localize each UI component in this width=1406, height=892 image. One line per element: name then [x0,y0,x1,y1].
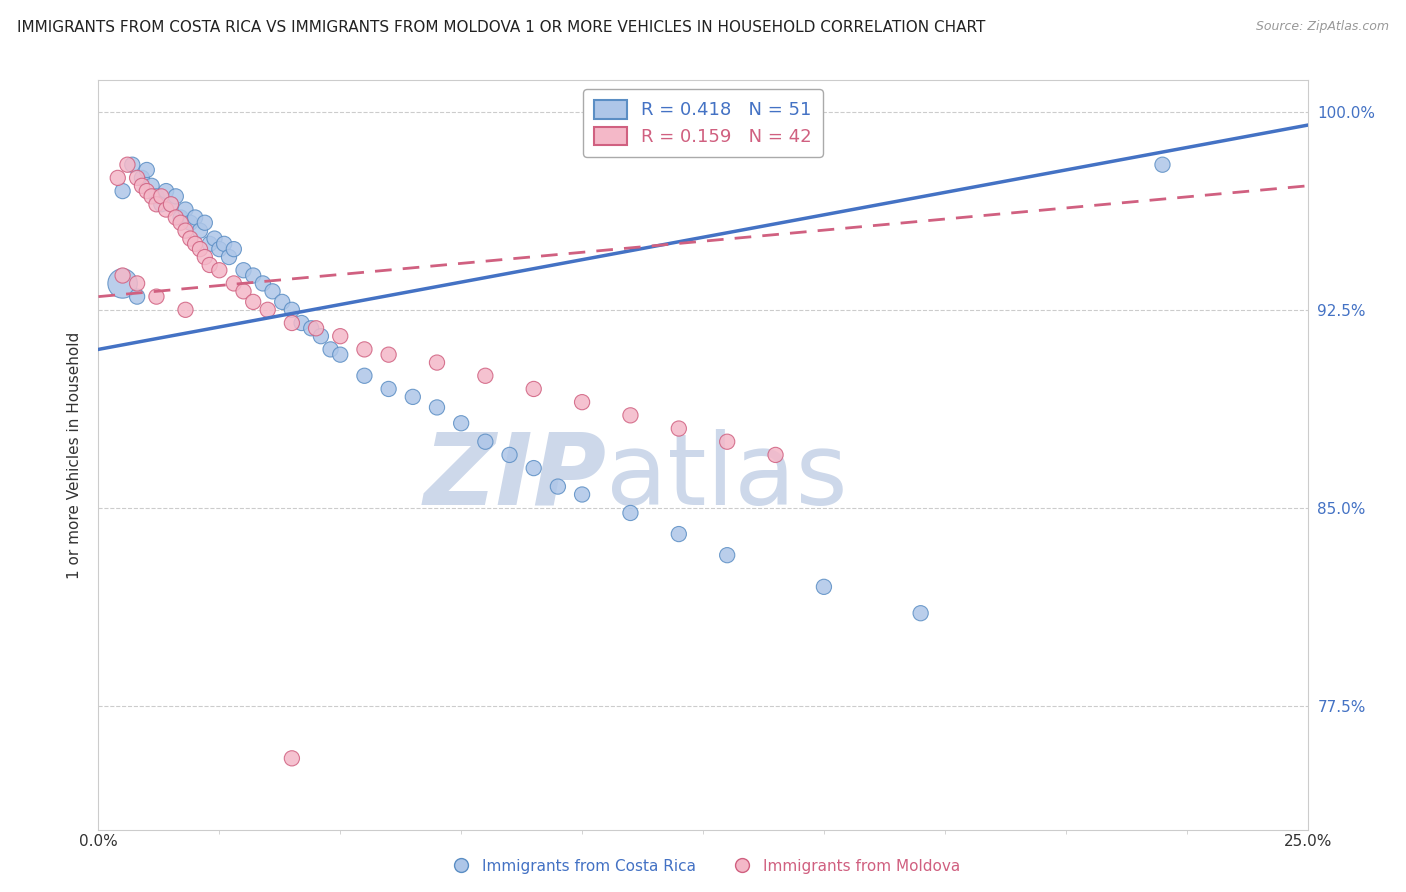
Point [184,236,207,251]
Point [910,606,932,620]
Point [160,197,183,211]
Point [165,189,187,203]
Legend: R = 0.418   N = 51, R = 0.159   N = 42: R = 0.418 N = 51, R = 0.159 N = 42 [583,89,823,157]
Point [523,461,546,475]
Point [450,417,472,431]
Point [281,751,304,765]
Point [174,202,197,217]
Point [111,268,134,283]
Point [377,348,399,362]
Point [716,434,738,449]
Point [329,348,352,362]
Point [668,527,690,541]
Point [145,189,167,203]
Text: IMMIGRANTS FROM COSTA RICA VS IMMIGRANTS FROM MOLDOVA 1 OR MORE VEHICLES IN HOUS: IMMIGRANTS FROM COSTA RICA VS IMMIGRANTS… [17,20,986,35]
Point [353,368,375,383]
Point [232,285,254,299]
Point [155,184,177,198]
Point [668,421,690,435]
Text: ZIP: ZIP [423,429,606,526]
Point [117,158,139,172]
Point [131,178,153,193]
Point [329,329,352,343]
Point [619,506,641,520]
Point [523,382,546,396]
Point [135,163,157,178]
Text: atlas: atlas [606,429,848,526]
Point [127,290,149,304]
Point [150,197,173,211]
Point [198,236,221,251]
Point [426,401,449,415]
Point [188,242,211,256]
Point [194,216,217,230]
Point [242,294,264,309]
Point [222,277,245,291]
Point [426,355,449,369]
Point [222,242,245,256]
Point [290,316,312,330]
Point [377,382,399,396]
Point [155,202,177,217]
Point [271,294,294,309]
Point [402,390,425,404]
Point [198,258,221,272]
Point [716,548,738,562]
Point [135,184,157,198]
Point [141,189,163,203]
Point [169,216,191,230]
Point [208,263,231,277]
Point [131,170,153,185]
Point [212,236,235,251]
Point [145,197,167,211]
Point [474,368,496,383]
Point [179,216,201,230]
Point [309,329,332,343]
Point [188,224,211,238]
Point [498,448,520,462]
Point [174,224,197,238]
Point [141,178,163,193]
Point [208,242,231,256]
Point [571,395,593,409]
Point [165,211,187,225]
Point [232,263,254,277]
Point [474,434,496,449]
Point [174,302,197,317]
Point [179,231,201,245]
Point [281,316,304,330]
Point [765,448,787,462]
Point [127,170,149,185]
Point [571,487,593,501]
Point [547,479,569,493]
Point [353,343,375,357]
Point [256,302,278,317]
Point [299,321,322,335]
Point [127,277,149,291]
Point [184,211,207,225]
Point [242,268,264,283]
Point [1152,158,1174,172]
Point [319,343,342,357]
Point [111,277,134,291]
Point [169,211,191,225]
Point [305,321,328,335]
Point [218,250,240,264]
Point [160,197,183,211]
Point [619,409,641,423]
Point [111,184,134,198]
Point [281,302,304,317]
Point [262,285,284,299]
Point [194,250,217,264]
Legend: Immigrants from Costa Rica, Immigrants from Moldova: Immigrants from Costa Rica, Immigrants f… [439,853,967,880]
Text: Source: ZipAtlas.com: Source: ZipAtlas.com [1256,20,1389,33]
Point [204,231,226,245]
Point [121,158,143,172]
Point [150,189,173,203]
Point [145,290,167,304]
Point [252,277,274,291]
Point [107,170,129,185]
Point [813,580,835,594]
Y-axis label: 1 or more Vehicles in Household: 1 or more Vehicles in Household [67,331,83,579]
